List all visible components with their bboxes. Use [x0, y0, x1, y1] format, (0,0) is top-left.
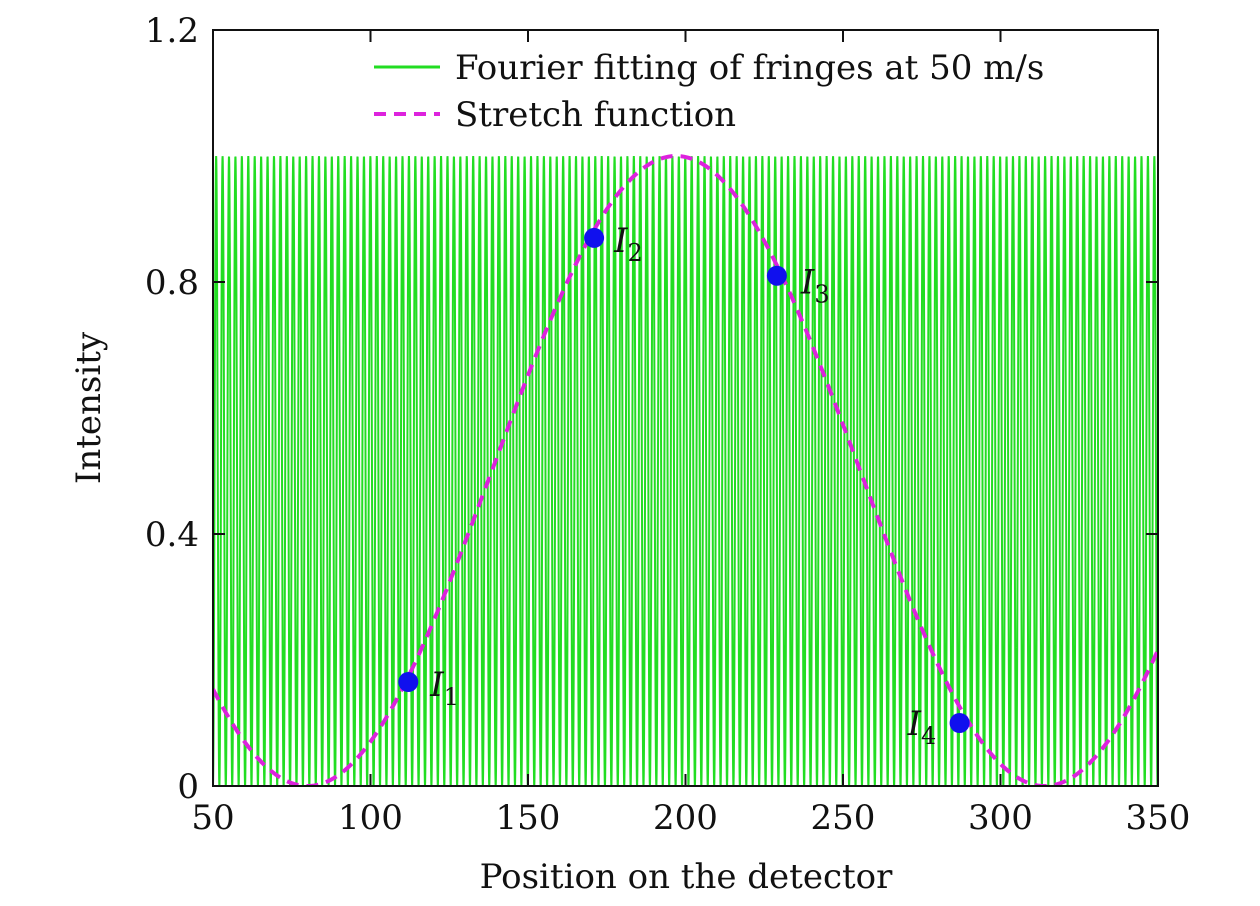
ticks: 50 100 150 200 250 300 350 0 0.4 0.8 1.2	[145, 11, 1191, 838]
stretch-line	[213, 153, 1158, 786]
stretch-series	[213, 153, 1158, 786]
x-tick-label: 350	[1126, 798, 1191, 838]
legend: Fourier fitting of fringes at 50 m/s Str…	[374, 48, 1044, 135]
x-tick-label: 250	[811, 798, 876, 838]
point-I2	[584, 227, 605, 248]
x-tick-label: 200	[653, 798, 718, 838]
point-label-subscript: 2	[628, 239, 643, 267]
point-I1	[398, 672, 419, 692]
point-I3	[766, 265, 787, 286]
y-tick-label: 0.8	[145, 263, 199, 303]
x-tick-label: 300	[968, 798, 1033, 838]
point-label-subscript: 3	[814, 281, 829, 309]
point-I4	[949, 713, 970, 733]
point-label-subscript: 4	[921, 722, 936, 750]
y-tick-label: 0.4	[145, 515, 199, 555]
y-axis-label: Intensity	[69, 331, 109, 484]
fringe-line	[213, 155, 1158, 786]
x-tick-label: 50	[191, 798, 234, 838]
legend-label-fringes: Fourier fitting of fringes at 50 m/s	[455, 48, 1044, 88]
fringe-series	[213, 155, 1158, 786]
point-label-subscript: 1	[444, 683, 459, 711]
y-tick-label: 0	[177, 767, 199, 807]
x-tick-label: 100	[338, 798, 403, 838]
legend-label-stretch: Stretch function	[455, 95, 736, 135]
x-axis-label: Position on the detector	[480, 857, 894, 897]
y-tick-label: 1.2	[145, 11, 199, 51]
x-tick-label: 150	[496, 798, 561, 838]
